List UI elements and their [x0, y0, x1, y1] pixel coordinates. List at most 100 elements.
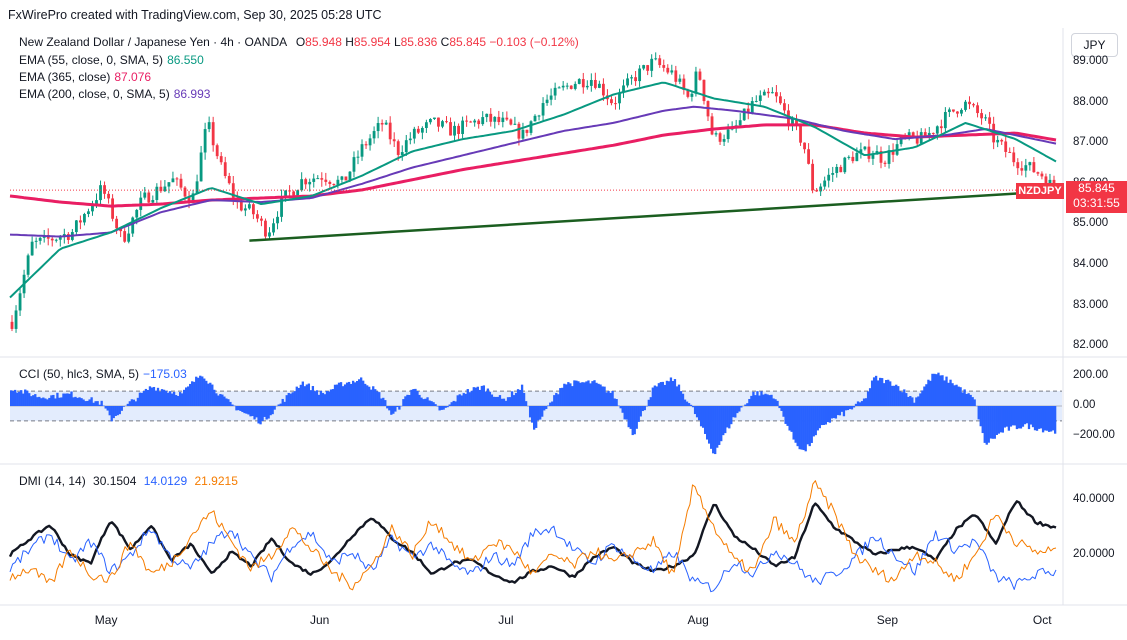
- cci-bar: [289, 393, 292, 406]
- cci-bar: [913, 402, 916, 406]
- candle-body: [135, 209, 139, 218]
- cci-bar: [667, 381, 671, 406]
- candle-body: [215, 145, 219, 157]
- open-value: 85.948: [305, 35, 342, 49]
- cci-bar: [816, 406, 819, 431]
- cci-bar: [712, 406, 715, 454]
- price-tick-label: 87.000: [1073, 136, 1109, 149]
- cci-bar: [450, 402, 453, 406]
- candle-body: [988, 117, 992, 124]
- candle-body: [453, 125, 456, 136]
- cci-bar: [820, 406, 823, 426]
- cci-bar: [420, 397, 423, 406]
- cci-bar: [335, 384, 339, 406]
- candle-body: [239, 201, 243, 211]
- cci-bar: [343, 384, 347, 406]
- cci-bar: [957, 386, 960, 406]
- cci-bar: [378, 392, 381, 406]
- candle-body: [340, 176, 344, 180]
- cci-bar: [329, 389, 333, 406]
- cci-bar: [565, 384, 568, 406]
- cci-bar: [10, 390, 13, 406]
- cci-bar: [760, 391, 763, 406]
- cci-bar: [382, 397, 385, 406]
- time-tick-label: Jul: [498, 613, 514, 627]
- cci-bar: [506, 397, 510, 406]
- candle-body: [1004, 141, 1008, 152]
- cci-bar: [575, 380, 578, 406]
- candle-body: [163, 186, 167, 192]
- candle-body: [199, 152, 203, 182]
- candle-body: [368, 138, 372, 146]
- candle-body: [968, 101, 971, 105]
- cci-bar: [62, 393, 65, 406]
- candle-body: [465, 120, 469, 122]
- candle-body: [54, 239, 58, 241]
- cci-bar: [480, 385, 484, 406]
- cci-bar: [394, 406, 397, 412]
- candle-body: [328, 181, 332, 184]
- ema200-legend[interactable]: EMA (200, close, 0, SMA, 5) 86.993: [19, 87, 210, 101]
- candle-body: [231, 183, 235, 198]
- cci-bar: [1035, 406, 1039, 431]
- cci-bar: [299, 384, 302, 406]
- cci-bar: [92, 402, 95, 406]
- candle-body: [83, 214, 86, 223]
- cci-bar: [1051, 406, 1055, 431]
- cci-bar: [1019, 406, 1023, 429]
- low-label: L: [393, 35, 401, 49]
- cci-bar: [987, 406, 990, 443]
- cci-bar: [104, 406, 107, 409]
- candle-body: [839, 166, 843, 173]
- candle-body: [364, 144, 368, 146]
- candle-body: [412, 128, 416, 139]
- candle-body: [859, 149, 863, 153]
- cci-bar: [253, 406, 256, 420]
- cci-bar: [245, 406, 248, 414]
- candle-body: [742, 108, 746, 121]
- candle-body: [722, 139, 726, 142]
- cci-bar: [138, 392, 142, 406]
- dmi-legend[interactable]: DMI (14, 14) 30.1504 14.0129 21.9215: [19, 474, 238, 488]
- cci-bar: [430, 401, 433, 406]
- candle-body: [750, 101, 754, 113]
- plus-di-line: [9, 525, 1057, 593]
- cci-legend[interactable]: CCI (50, hlc3, SMA, 5) −175.03: [19, 367, 187, 381]
- cci-bar: [925, 384, 928, 406]
- cci-bar: [243, 406, 246, 414]
- cci-bar: [754, 395, 757, 406]
- cci-bar: [553, 395, 556, 406]
- cci-bar: [862, 398, 866, 406]
- cci-bar: [154, 390, 158, 406]
- candle-body: [1024, 165, 1028, 171]
- cci-bar: [516, 389, 520, 406]
- candle-body: [66, 234, 70, 240]
- currency-button[interactable]: JPY: [1071, 33, 1118, 57]
- cci-bar: [442, 406, 445, 410]
- cci-bar: [295, 386, 298, 406]
- candle-body: [207, 122, 211, 130]
- minus-di-value: 21.9215: [194, 474, 238, 488]
- cci-bar: [999, 406, 1002, 433]
- time-tick-label: May: [94, 613, 118, 627]
- cci-bar: [199, 375, 202, 406]
- cci-bar: [691, 406, 695, 408]
- cci-bar: [303, 386, 306, 406]
- candle-body: [1036, 172, 1040, 174]
- cci-label: CCI (50, hlc3, SMA, 5): [19, 367, 140, 381]
- cci-bar: [1049, 406, 1053, 432]
- cci-bar: [174, 395, 178, 406]
- cci-bar: [844, 406, 848, 411]
- candle-body: [316, 178, 320, 180]
- ema365-legend[interactable]: EMA (365, close) 87.076: [19, 70, 151, 84]
- cci-bar: [615, 399, 618, 406]
- candle-body: [416, 128, 420, 133]
- cci-bar: [520, 384, 524, 406]
- ema55-legend[interactable]: EMA (55, close, 0, SMA, 5) 86.550: [19, 53, 204, 67]
- candle-body: [392, 139, 396, 142]
- cci-bar: [720, 406, 723, 442]
- cci-bar: [677, 384, 681, 406]
- cci-bar: [209, 382, 212, 406]
- candle-body: [622, 85, 625, 93]
